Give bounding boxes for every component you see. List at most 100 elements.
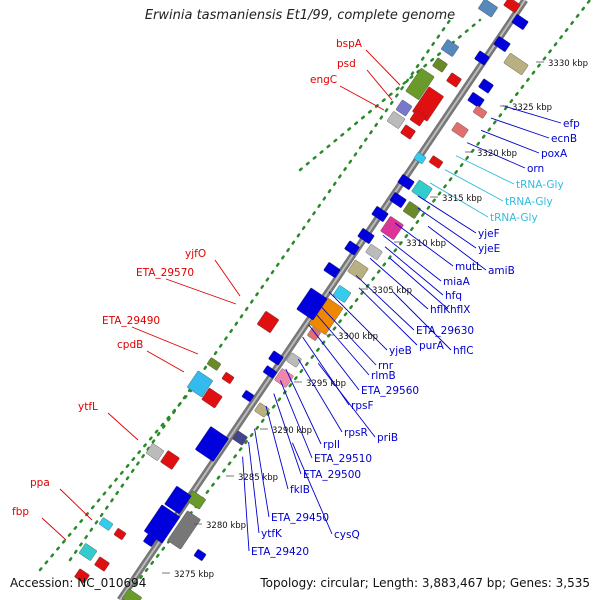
gene-feature-61	[143, 533, 157, 547]
gene-feature-3	[441, 39, 459, 57]
gene-block-23	[403, 201, 421, 219]
gene-label-right: hflX	[450, 304, 470, 316]
gene-feature-29	[347, 259, 369, 281]
gene-feature-39	[263, 365, 277, 379]
leader-left-3	[214, 259, 241, 297]
leader-right-19	[318, 303, 377, 366]
leader-right-10	[394, 222, 454, 267]
gene-feature-7	[493, 36, 511, 52]
tick-label: 3325 kbp	[512, 103, 552, 113]
gene-feature-37	[274, 368, 294, 388]
gene-block-34	[296, 287, 328, 321]
gene-block-45	[241, 390, 255, 402]
gene-block-54	[167, 510, 201, 550]
gene-block-9	[478, 78, 494, 94]
gene-block-40	[257, 311, 279, 333]
tick-label: 3330 kbp	[548, 59, 588, 69]
leader-right-20	[314, 312, 370, 376]
gene-label-right: cysQ	[334, 529, 360, 541]
tick-label: 3275 kbp	[174, 570, 214, 580]
gene-label-left: psd	[337, 58, 356, 70]
gene-feature-20	[413, 152, 427, 164]
gene-block-41	[207, 357, 221, 371]
leader-right-11	[382, 234, 442, 282]
leader-right-18	[328, 291, 388, 351]
leader-right-27	[273, 393, 302, 475]
gene-label-right: rnr	[378, 360, 394, 372]
leader-right-3	[466, 142, 526, 169]
gene-feature-47	[232, 430, 248, 446]
dotted-line-2	[38, 378, 202, 572]
gene-label-right: rpsF	[351, 400, 374, 412]
label-leader-lines	[41, 49, 562, 552]
gene-feature-13	[395, 99, 413, 117]
leader-right-8	[417, 207, 477, 249]
gene-feature-21	[411, 179, 433, 201]
gene-block-17	[400, 124, 416, 140]
leader-right-30	[291, 442, 333, 535]
gene-label-right: hflK	[430, 304, 451, 316]
gene-label-right: yjeB	[389, 345, 412, 357]
gene-block-26	[371, 206, 389, 222]
gene-block-44	[201, 387, 223, 409]
gene-label-right: priB	[377, 432, 398, 444]
gene-feature-10	[467, 92, 485, 108]
gene-label-right: rplI	[323, 439, 340, 451]
gene-feature-4	[432, 57, 448, 73]
gene-feature-44	[201, 387, 223, 409]
gene-block-1	[503, 0, 521, 13]
gene-feature-34	[296, 287, 328, 321]
gene-block-20	[413, 152, 427, 164]
gene-block-6	[503, 53, 529, 75]
gene-block-16	[409, 109, 427, 127]
leader-right-4	[455, 155, 515, 185]
leader-right-5	[444, 169, 504, 202]
gene-feature-5	[446, 72, 462, 88]
leader-right-9	[427, 225, 487, 271]
leader-left-6	[146, 350, 185, 373]
gene-feature-23	[403, 201, 421, 219]
leader-right-1	[490, 117, 550, 139]
gene-label-right: ETA_29560	[361, 385, 419, 397]
gene-feature-25	[389, 192, 407, 208]
gene-block-46	[254, 402, 270, 418]
leader-left-8	[59, 488, 93, 521]
gene-feature-57	[79, 543, 97, 561]
leader-right-7	[417, 195, 477, 234]
gene-label-right: efp	[563, 118, 580, 130]
gene-block-61	[143, 533, 157, 547]
leader-right-28	[265, 405, 289, 490]
map-title: Erwinia tasmaniensis Et1/99, complete ge…	[144, 8, 456, 23]
tick-label: 3315 kbp	[442, 194, 482, 204]
gene-feature-56	[113, 528, 127, 540]
gene-block-58	[94, 556, 110, 572]
topology-text: Topology: circular; Length: 3,883,467 bp…	[260, 576, 590, 590]
gene-block-56	[113, 528, 127, 540]
leader-left-5	[131, 326, 199, 355]
gene-block-49	[146, 443, 164, 461]
gene-label-left: bspA	[336, 38, 363, 50]
gene-block-39	[263, 365, 277, 379]
leader-right-24	[298, 358, 343, 433]
gene-label-left: ETA_29570	[136, 267, 194, 279]
gene-feature-43	[187, 370, 213, 398]
gene-label-left: yjfO	[185, 248, 206, 260]
gene-block-22	[397, 174, 415, 190]
dotted-line-0	[68, 18, 452, 562]
gene-block-12	[405, 68, 435, 100]
leader-left-4	[165, 278, 237, 305]
leader-right-6	[429, 182, 489, 218]
tick-label: 3310 kbp	[406, 239, 446, 249]
tick-label: 3280 kbp	[206, 521, 246, 531]
leader-right-32	[242, 456, 250, 552]
leader-right-31	[248, 441, 260, 534]
gene-block-3	[441, 39, 459, 57]
gene-label-right: mutL	[455, 261, 482, 273]
gene-feature-55	[99, 517, 113, 531]
gene-feature-9	[478, 78, 494, 94]
gene-feature-17	[400, 124, 416, 140]
gene-feature-50	[160, 450, 180, 470]
gene-block-37	[274, 368, 294, 388]
leader-right-29	[254, 428, 270, 518]
leader-right-26	[279, 380, 313, 459]
